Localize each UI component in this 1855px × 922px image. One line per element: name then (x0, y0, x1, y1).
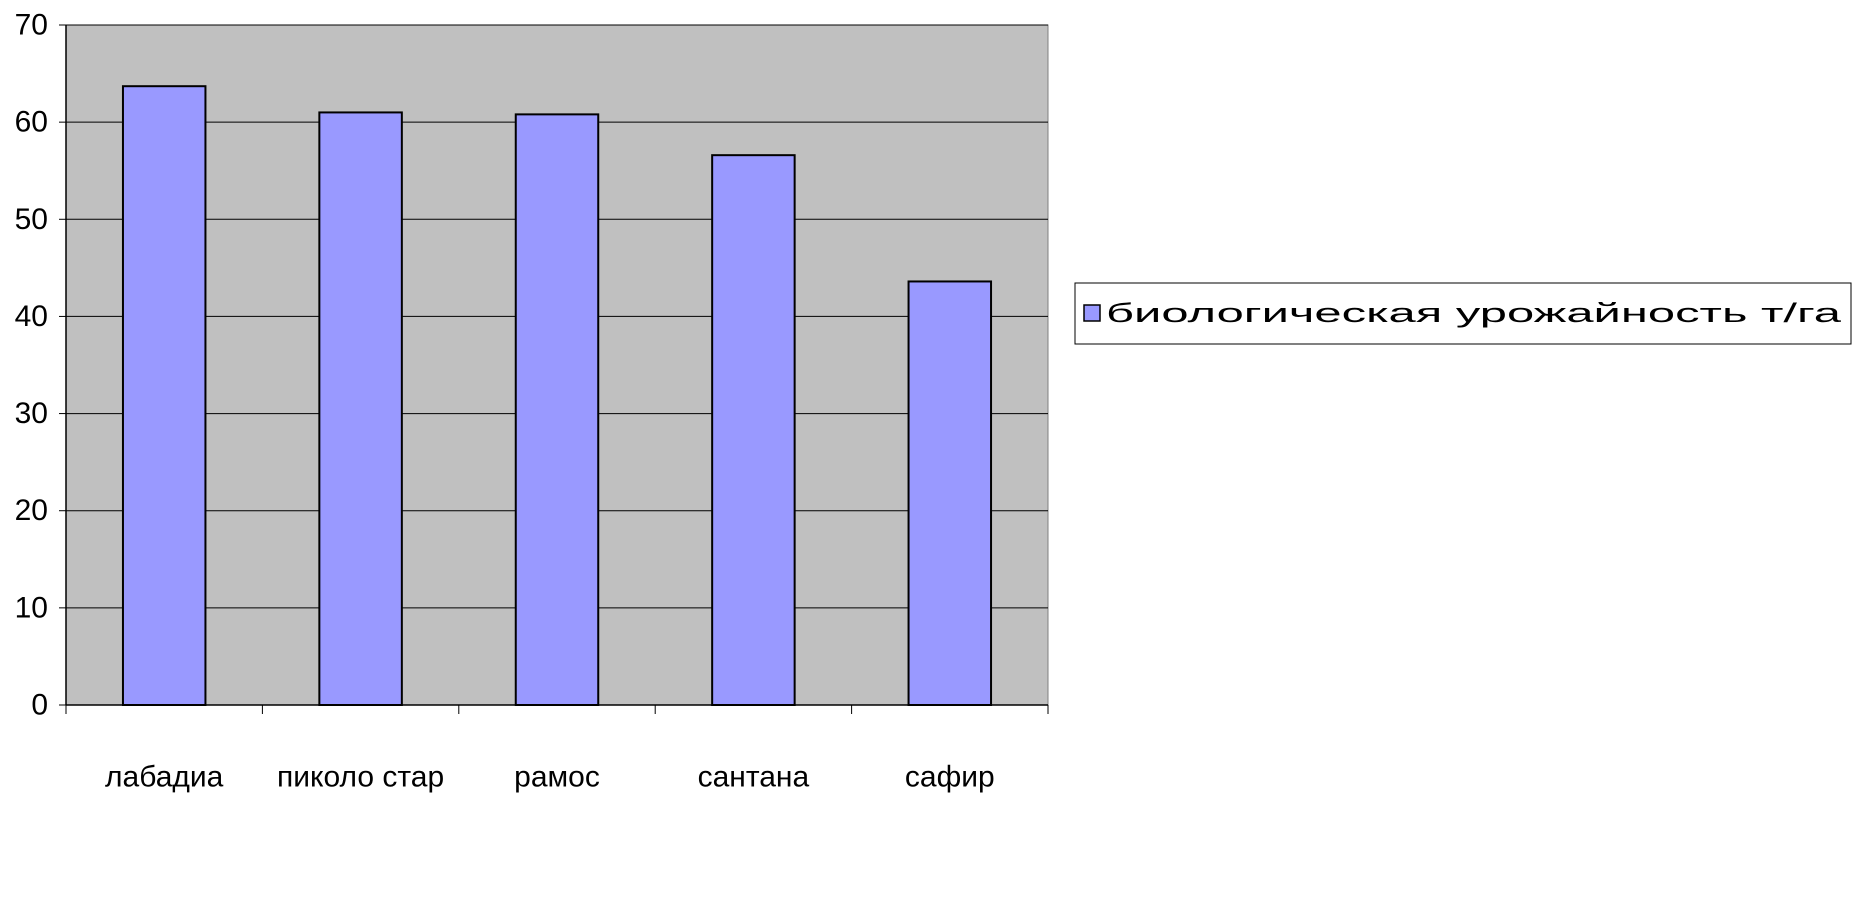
bars (121, 85, 993, 707)
axes (59, 24, 1049, 714)
bar (318, 111, 403, 706)
y-tick-label: 70 (15, 9, 48, 42)
legend-swatch (1083, 304, 1101, 322)
bar (907, 280, 993, 706)
y-tick-label: 0 (31, 689, 48, 722)
y-tick-label: 40 (15, 300, 48, 333)
bar (711, 154, 796, 706)
y-tick-label: 60 (15, 106, 48, 139)
x-category-label: рамос (514, 761, 600, 794)
legend-box (1074, 282, 1852, 345)
x-category-labels: лабадиа пиколо стар рамос сантана сафир (105, 761, 995, 794)
y-tick-label: 50 (15, 203, 48, 236)
x-category-label: пиколо стар (277, 761, 444, 794)
x-category-label: сафир (905, 761, 995, 794)
y-tick-label: 30 (15, 397, 48, 430)
y-tick-label: 20 (15, 494, 48, 527)
bar (514, 113, 600, 707)
y-tick-label: 10 (15, 591, 48, 624)
x-category-label: лабадиа (105, 761, 224, 794)
bar (121, 85, 207, 706)
y-tick-labels: 0 10 20 30 40 50 60 70 (15, 9, 48, 722)
legend: биологическая урожайность т/га (1074, 282, 1852, 345)
x-category-label: сантана (698, 761, 810, 794)
legend-label: биологическая урожайность т/га (1106, 298, 1843, 328)
